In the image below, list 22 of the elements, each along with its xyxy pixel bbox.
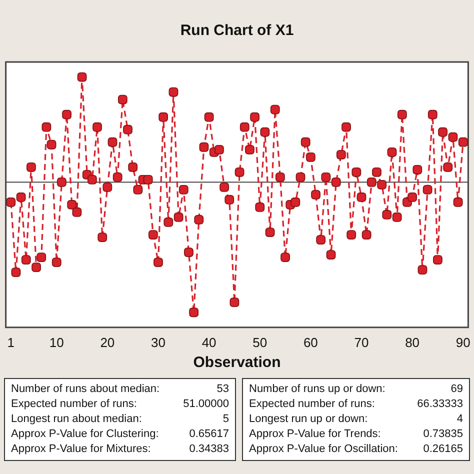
text: Approx P-Value for Clustering: 0.65617 xyxy=(11,428,229,440)
x-tick-label: 1 xyxy=(7,334,14,350)
text: Number of runs up or down: 69 xyxy=(249,383,463,395)
text: Approx P-Value for Mixtures: 0.34383 xyxy=(11,443,229,455)
x-axis-title: Observation xyxy=(193,354,281,372)
x-tick-label: 10 xyxy=(49,334,64,350)
text: Longest run about median: 5 xyxy=(11,413,229,425)
x-tick-label: 70 xyxy=(354,334,369,350)
x-tick-label: 60 xyxy=(303,334,318,350)
x-tick-label: 30 xyxy=(151,334,166,350)
x-tick-label: 90 xyxy=(456,334,470,350)
text: Longest run up or down: 4 xyxy=(249,413,463,425)
text: Number of runs about median: 53 xyxy=(11,383,229,395)
text: Expected number of runs: 51.00000 xyxy=(11,398,229,410)
x-tick-label: 20 xyxy=(100,334,115,350)
text: Expected number of runs: 66.33333 xyxy=(249,398,463,410)
x-tick-label: 40 xyxy=(202,334,216,350)
chart-title: Run Chart of X1 xyxy=(180,22,294,40)
text: Approx P-Value for Oscillation: 0.26165 xyxy=(249,443,463,455)
text: Approx P-Value for Trends: 0.73835 xyxy=(249,428,463,440)
x-tick-label: 80 xyxy=(405,334,420,350)
x-tick-label: 50 xyxy=(252,334,268,350)
